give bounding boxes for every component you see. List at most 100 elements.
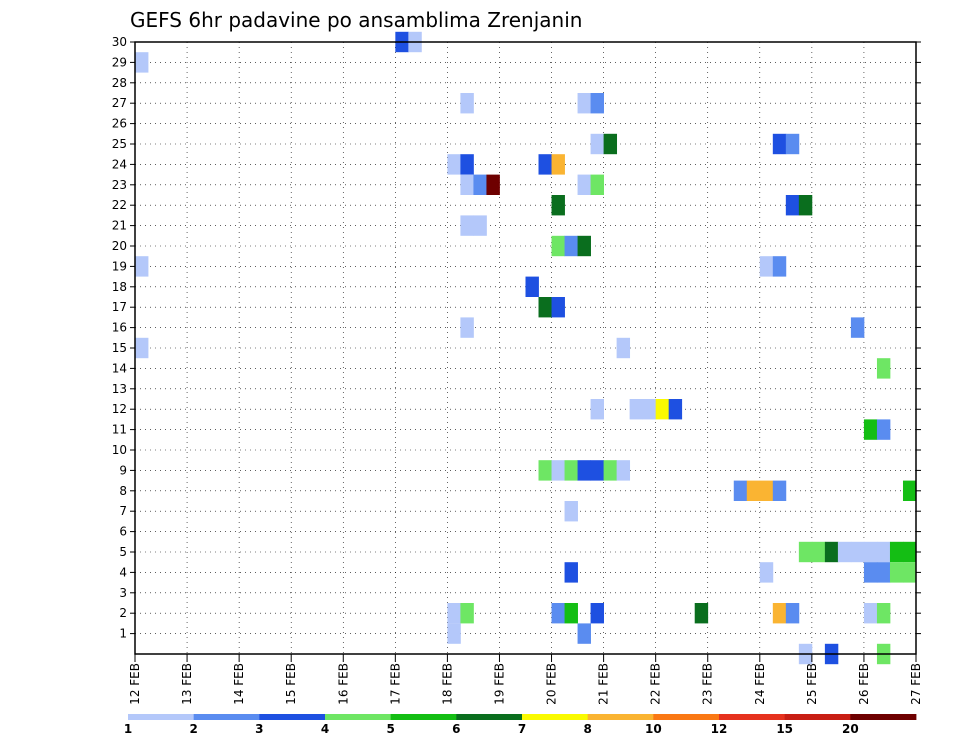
y-tick-label: 4 — [119, 565, 127, 579]
precip-cell — [824, 541, 839, 563]
x-tick-label: 27 FEB — [909, 663, 923, 705]
precip-cell — [902, 480, 917, 501]
precip-cell — [577, 174, 591, 195]
y-tick-label: 6 — [119, 525, 127, 539]
x-tick-label: 21 FEB — [597, 663, 611, 705]
precip-cell — [447, 623, 461, 644]
x-tick-label: 14 FEB — [232, 663, 246, 705]
precip-cell — [577, 460, 591, 481]
precip-cell — [577, 235, 591, 257]
precip-cell — [668, 399, 683, 420]
precip-cell — [577, 623, 591, 644]
y-tick-label: 12 — [112, 402, 127, 416]
precipitation-cells — [135, 31, 917, 665]
precip-cell — [772, 480, 787, 501]
y-tick-label: 23 — [112, 178, 127, 192]
x-tick-label: 26 FEB — [857, 663, 871, 705]
x-tick-label: 19 FEB — [492, 663, 506, 705]
x-tick-label: 23 FEB — [701, 663, 715, 705]
y-tick-label: 7 — [119, 504, 127, 518]
precip-cell — [590, 460, 604, 481]
precip-cell — [135, 52, 149, 73]
precip-cell — [447, 603, 461, 624]
precip-cell — [590, 399, 604, 420]
precip-cell — [603, 460, 618, 481]
precip-cell — [525, 276, 539, 297]
precip-cell — [564, 603, 578, 624]
colorbar-tick-label: 10 — [645, 722, 662, 736]
precip-cell — [616, 337, 631, 359]
precip-cell — [798, 541, 813, 563]
precip-cell — [460, 317, 474, 338]
x-tick-label: 25 FEB — [805, 663, 819, 705]
precip-cell — [564, 501, 578, 522]
x-axis-ticks: 12 FEB 13 FEB 14 FEB 15 FEB 16 FEB 17 FEB 18 F… — [128, 654, 923, 705]
precip-cell — [863, 419, 878, 440]
precip-cell — [863, 541, 878, 563]
precip-cell — [876, 603, 891, 624]
precip-cell — [538, 297, 552, 318]
colorbar-segment — [850, 714, 917, 720]
y-tick-label: 9 — [119, 463, 127, 477]
chart-title: GEFS 6hr padavine po ansamblima Zrenjani… — [130, 8, 582, 32]
precip-cell — [551, 460, 565, 481]
precip-cell — [876, 541, 891, 563]
x-tick-label: 13 FEB — [180, 663, 194, 705]
y-tick-label: 25 — [112, 137, 127, 151]
y-tick-label: 14 — [112, 361, 127, 375]
colorbar-segment — [325, 714, 392, 720]
precip-cell — [850, 317, 865, 338]
y-tick-label: 15 — [112, 341, 127, 355]
y-tick-label: 26 — [112, 117, 127, 131]
y-tick-label: 28 — [112, 76, 127, 90]
y-tick-label: 3 — [119, 586, 127, 600]
precip-cell — [837, 541, 852, 563]
colorbar-tick-label: 4 — [321, 722, 329, 736]
x-tick-label: 24 FEB — [753, 663, 767, 705]
precip-cell — [759, 562, 774, 583]
y-tick-label: 13 — [112, 382, 127, 396]
y-tick-label: 20 — [112, 239, 127, 253]
precip-cell — [551, 297, 565, 318]
precip-cell — [447, 154, 461, 175]
y-tick-label: 22 — [112, 198, 127, 212]
x-tick-label: 15 FEB — [284, 663, 298, 705]
y-axis-ticks: 1234567891011121314151617181920212223242… — [112, 35, 921, 641]
precip-cell — [772, 133, 787, 155]
precip-cell — [642, 399, 657, 420]
precip-cell — [135, 337, 149, 359]
precip-cell — [460, 215, 474, 236]
colorbar-tick-label: 12 — [711, 722, 728, 736]
precip-cell — [460, 174, 474, 195]
colorbar-segment — [193, 714, 260, 720]
colorbar-tick-label: 2 — [189, 722, 197, 736]
precip-cell — [551, 154, 565, 175]
precip-cell — [863, 603, 878, 624]
x-tick-label: 17 FEB — [388, 663, 402, 705]
colorbar-segment — [587, 714, 654, 720]
precip-cell — [486, 174, 500, 195]
precip-cell — [889, 541, 904, 563]
precip-cell — [902, 541, 917, 563]
colorbar-tick-label: 6 — [452, 722, 460, 736]
precip-cell — [538, 460, 552, 481]
y-tick-label: 21 — [112, 219, 127, 233]
y-tick-label: 30 — [112, 35, 127, 49]
precip-cell — [590, 93, 604, 114]
precip-cell — [564, 460, 578, 481]
precip-cell — [551, 195, 565, 216]
precip-cell — [460, 603, 474, 624]
precip-cell — [785, 195, 800, 216]
y-tick-label: 29 — [112, 55, 127, 69]
colorbar-tick-label: 20 — [842, 722, 859, 736]
y-tick-label: 5 — [119, 545, 127, 559]
x-tick-label: 12 FEB — [128, 663, 142, 705]
precip-cell — [564, 562, 578, 583]
y-tick-label: 18 — [112, 280, 127, 294]
colorbar-tick-label: 1 — [124, 722, 132, 736]
precip-cell — [629, 399, 644, 420]
precip-cell — [538, 154, 552, 175]
colorbar-segment — [456, 714, 523, 720]
precip-cell — [473, 174, 487, 195]
